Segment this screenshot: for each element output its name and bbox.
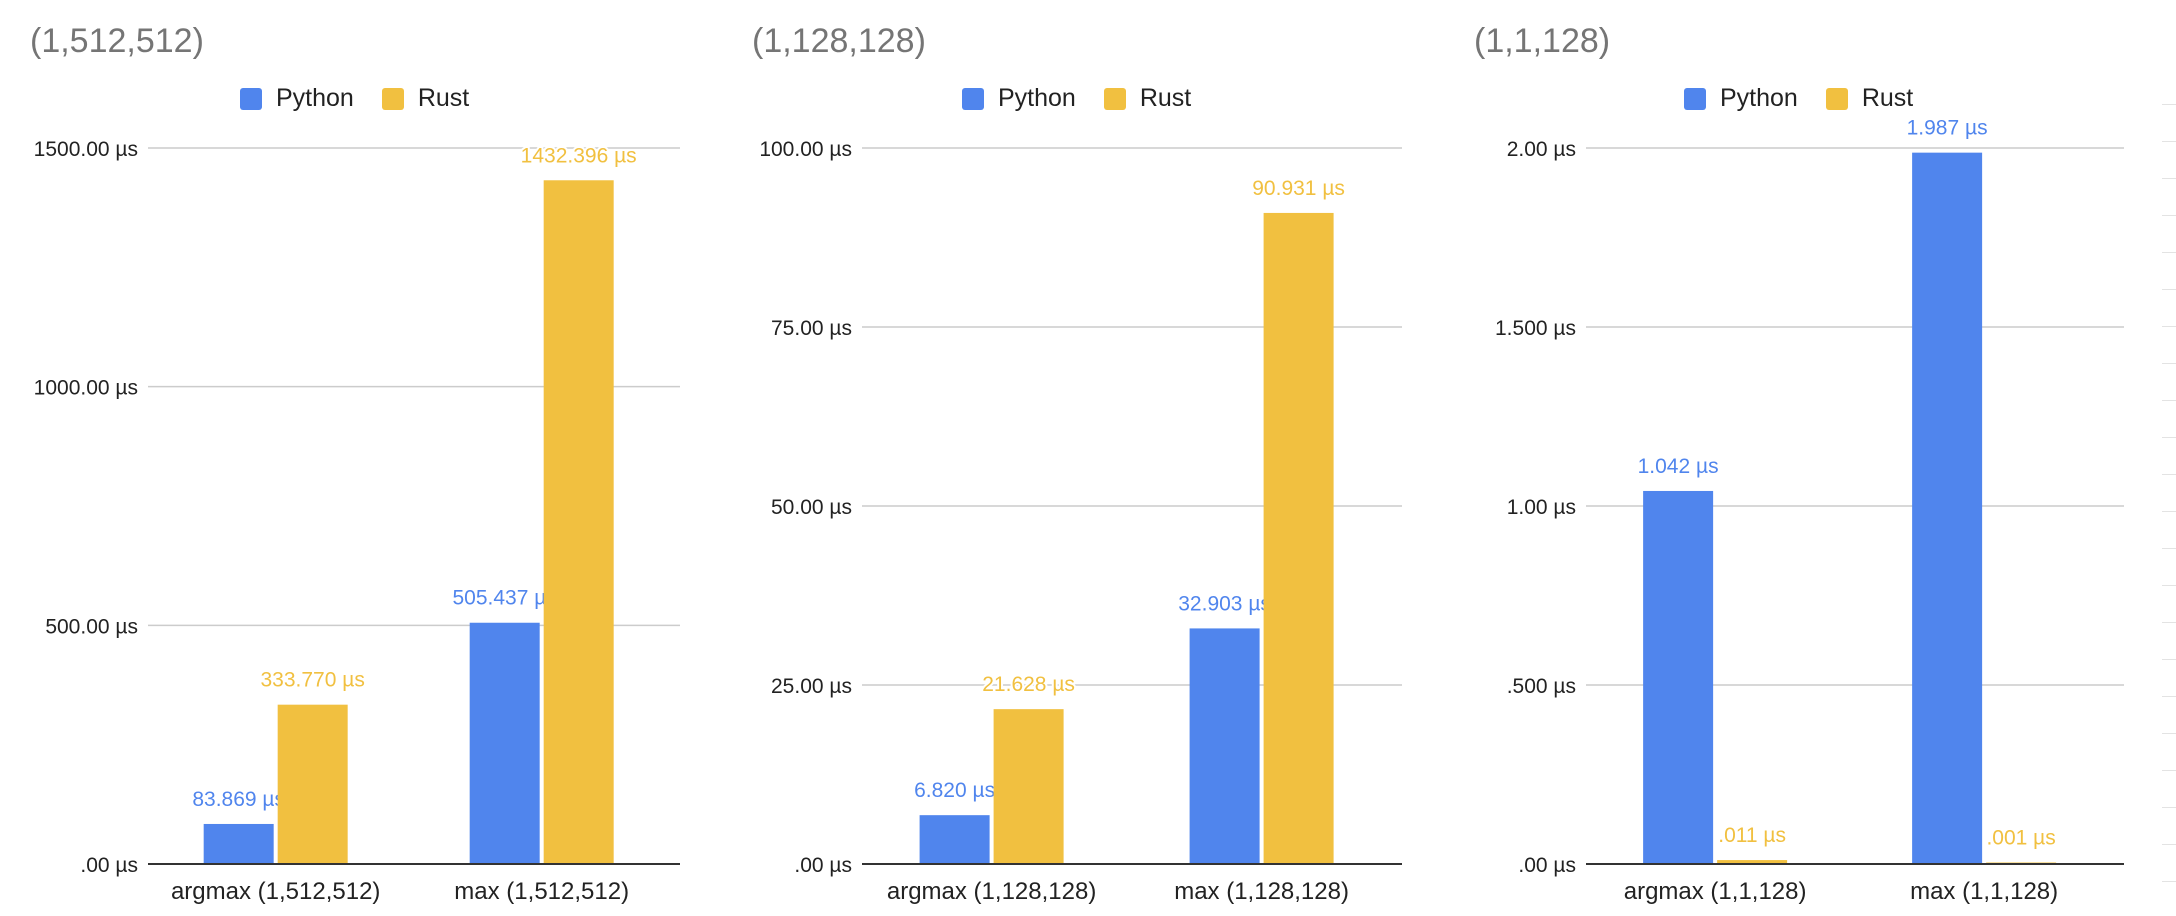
edge-gridline-fragment: [2162, 178, 2176, 179]
edge-gridline-fragment: [2162, 548, 2176, 549]
edge-gridline-fragment: [2162, 585, 2176, 586]
bar-python: [469, 622, 540, 864]
data-label: 21.628 µs: [982, 673, 1075, 696]
edge-gridline-fragment: [2162, 104, 2176, 105]
legend-item-rust: Rust: [381, 84, 470, 113]
y-tick-label: 1.00 µs: [1507, 496, 1576, 519]
chart-title: (1,512,512): [30, 22, 204, 60]
y-tick-label: .00 µs: [80, 854, 138, 877]
legend-item-python: Python: [962, 84, 1076, 113]
data-label: 1.042 µs: [1638, 455, 1719, 478]
edge-gridline-fragment: [2162, 770, 2176, 771]
data-label: 6.820 µs: [914, 779, 995, 802]
bar-rust: [1986, 862, 2057, 864]
data-label: 32.903 µs: [1178, 592, 1271, 615]
edge-gridline-fragment: [2162, 215, 2176, 216]
partial-gridlines-edge: [2156, 0, 2176, 916]
edge-gridline-fragment: [2162, 363, 2176, 364]
bar-python: [919, 815, 990, 864]
chart-legend: Python Rust: [240, 84, 497, 113]
data-label: .011 µs: [1718, 824, 1786, 847]
y-tick-label: 1000.00 µs: [34, 377, 138, 400]
legend-swatch: [381, 87, 404, 110]
legend-label: Python: [1720, 84, 1798, 112]
legend-label: Rust: [1139, 84, 1192, 112]
legend-label: Rust: [1861, 84, 1914, 112]
x-tick-label: max (1,1,128): [1910, 878, 2058, 905]
y-tick-label: 500.00 µs: [45, 615, 138, 638]
legend-label: Python: [998, 84, 1076, 112]
chart-legend: Python Rust: [1684, 84, 1941, 113]
legend-swatch: [962, 87, 984, 110]
chart-title: (1,128,128): [752, 22, 926, 60]
edge-gridline-fragment: [2162, 659, 2176, 660]
edge-gridline-fragment: [2162, 252, 2176, 253]
y-tick-label: .00 µs: [794, 854, 852, 877]
chart-title: (1,1,128): [1474, 22, 1611, 60]
y-tick-label: .00 µs: [1518, 854, 1576, 877]
edge-gridline-fragment: [2162, 807, 2176, 808]
legend-swatch: [1103, 87, 1126, 110]
edge-gridline-fragment: [2162, 511, 2176, 512]
edge-gridline-fragment: [2162, 696, 2176, 697]
edge-gridline-fragment: [2162, 881, 2176, 882]
bar-python: [1643, 490, 1714, 864]
legend-label: Python: [276, 84, 354, 112]
edge-gridline-fragment: [2162, 437, 2176, 438]
legend-swatch: [240, 87, 262, 110]
y-tick-label: 75.00 µs: [771, 317, 852, 340]
bar-python: [1189, 628, 1260, 864]
bar-rust: [277, 704, 348, 864]
edge-gridline-fragment: [2162, 733, 2176, 734]
legend-item-python: Python: [1684, 84, 1798, 113]
bar-python: [1912, 152, 1983, 865]
x-tick-label: argmax (1,512,512): [171, 878, 380, 905]
x-tick-label: argmax (1,1,128): [1624, 878, 1807, 905]
data-label: 83.869 µs: [192, 788, 285, 811]
y-tick-label: 50.00 µs: [771, 496, 852, 519]
chart-legend: Python Rust: [962, 84, 1219, 113]
edge-gridline-fragment: [2162, 622, 2176, 623]
edge-gridline-fragment: [2162, 141, 2176, 142]
y-tick-label: .500 µs: [1507, 675, 1576, 698]
edge-gridline-fragment: [2162, 844, 2176, 845]
edge-gridline-fragment: [2162, 289, 2176, 290]
legend-item-rust: Rust: [1103, 84, 1192, 113]
legend-item-rust: Rust: [1825, 84, 1914, 113]
edge-gridline-fragment: [2162, 474, 2176, 475]
bar-rust: [993, 709, 1064, 864]
legend-swatch: [1684, 87, 1706, 110]
bar-python: [203, 823, 274, 864]
bar-rust: [1263, 212, 1334, 865]
legend-item-python: Python: [240, 84, 354, 113]
data-label: .001 µs: [1986, 827, 2055, 850]
y-tick-label: 1500.00 µs: [34, 138, 138, 161]
data-label: 333.770 µs: [261, 669, 365, 692]
x-tick-label: argmax (1,128,128): [887, 878, 1096, 905]
data-label: 90.931 µs: [1252, 177, 1345, 200]
x-tick-label: max (1,512,512): [454, 878, 629, 905]
y-tick-label: 25.00 µs: [771, 675, 852, 698]
data-label: 505.437 µs: [453, 587, 557, 610]
bar-rust: [1717, 860, 1788, 864]
bar-rust: [543, 180, 614, 864]
legend-swatch: [1825, 87, 1848, 110]
data-label: 1432.396 µs: [521, 144, 637, 167]
data-label: 1.987 µs: [1907, 117, 1988, 140]
legend-label: Rust: [417, 84, 470, 112]
edge-gridline-fragment: [2162, 400, 2176, 401]
edge-gridline-fragment: [2162, 326, 2176, 327]
x-tick-label: max (1,128,128): [1174, 878, 1349, 905]
y-tick-label: 1.500 µs: [1495, 317, 1576, 340]
y-tick-label: 100.00 µs: [759, 138, 852, 161]
y-tick-label: 2.00 µs: [1507, 138, 1576, 161]
